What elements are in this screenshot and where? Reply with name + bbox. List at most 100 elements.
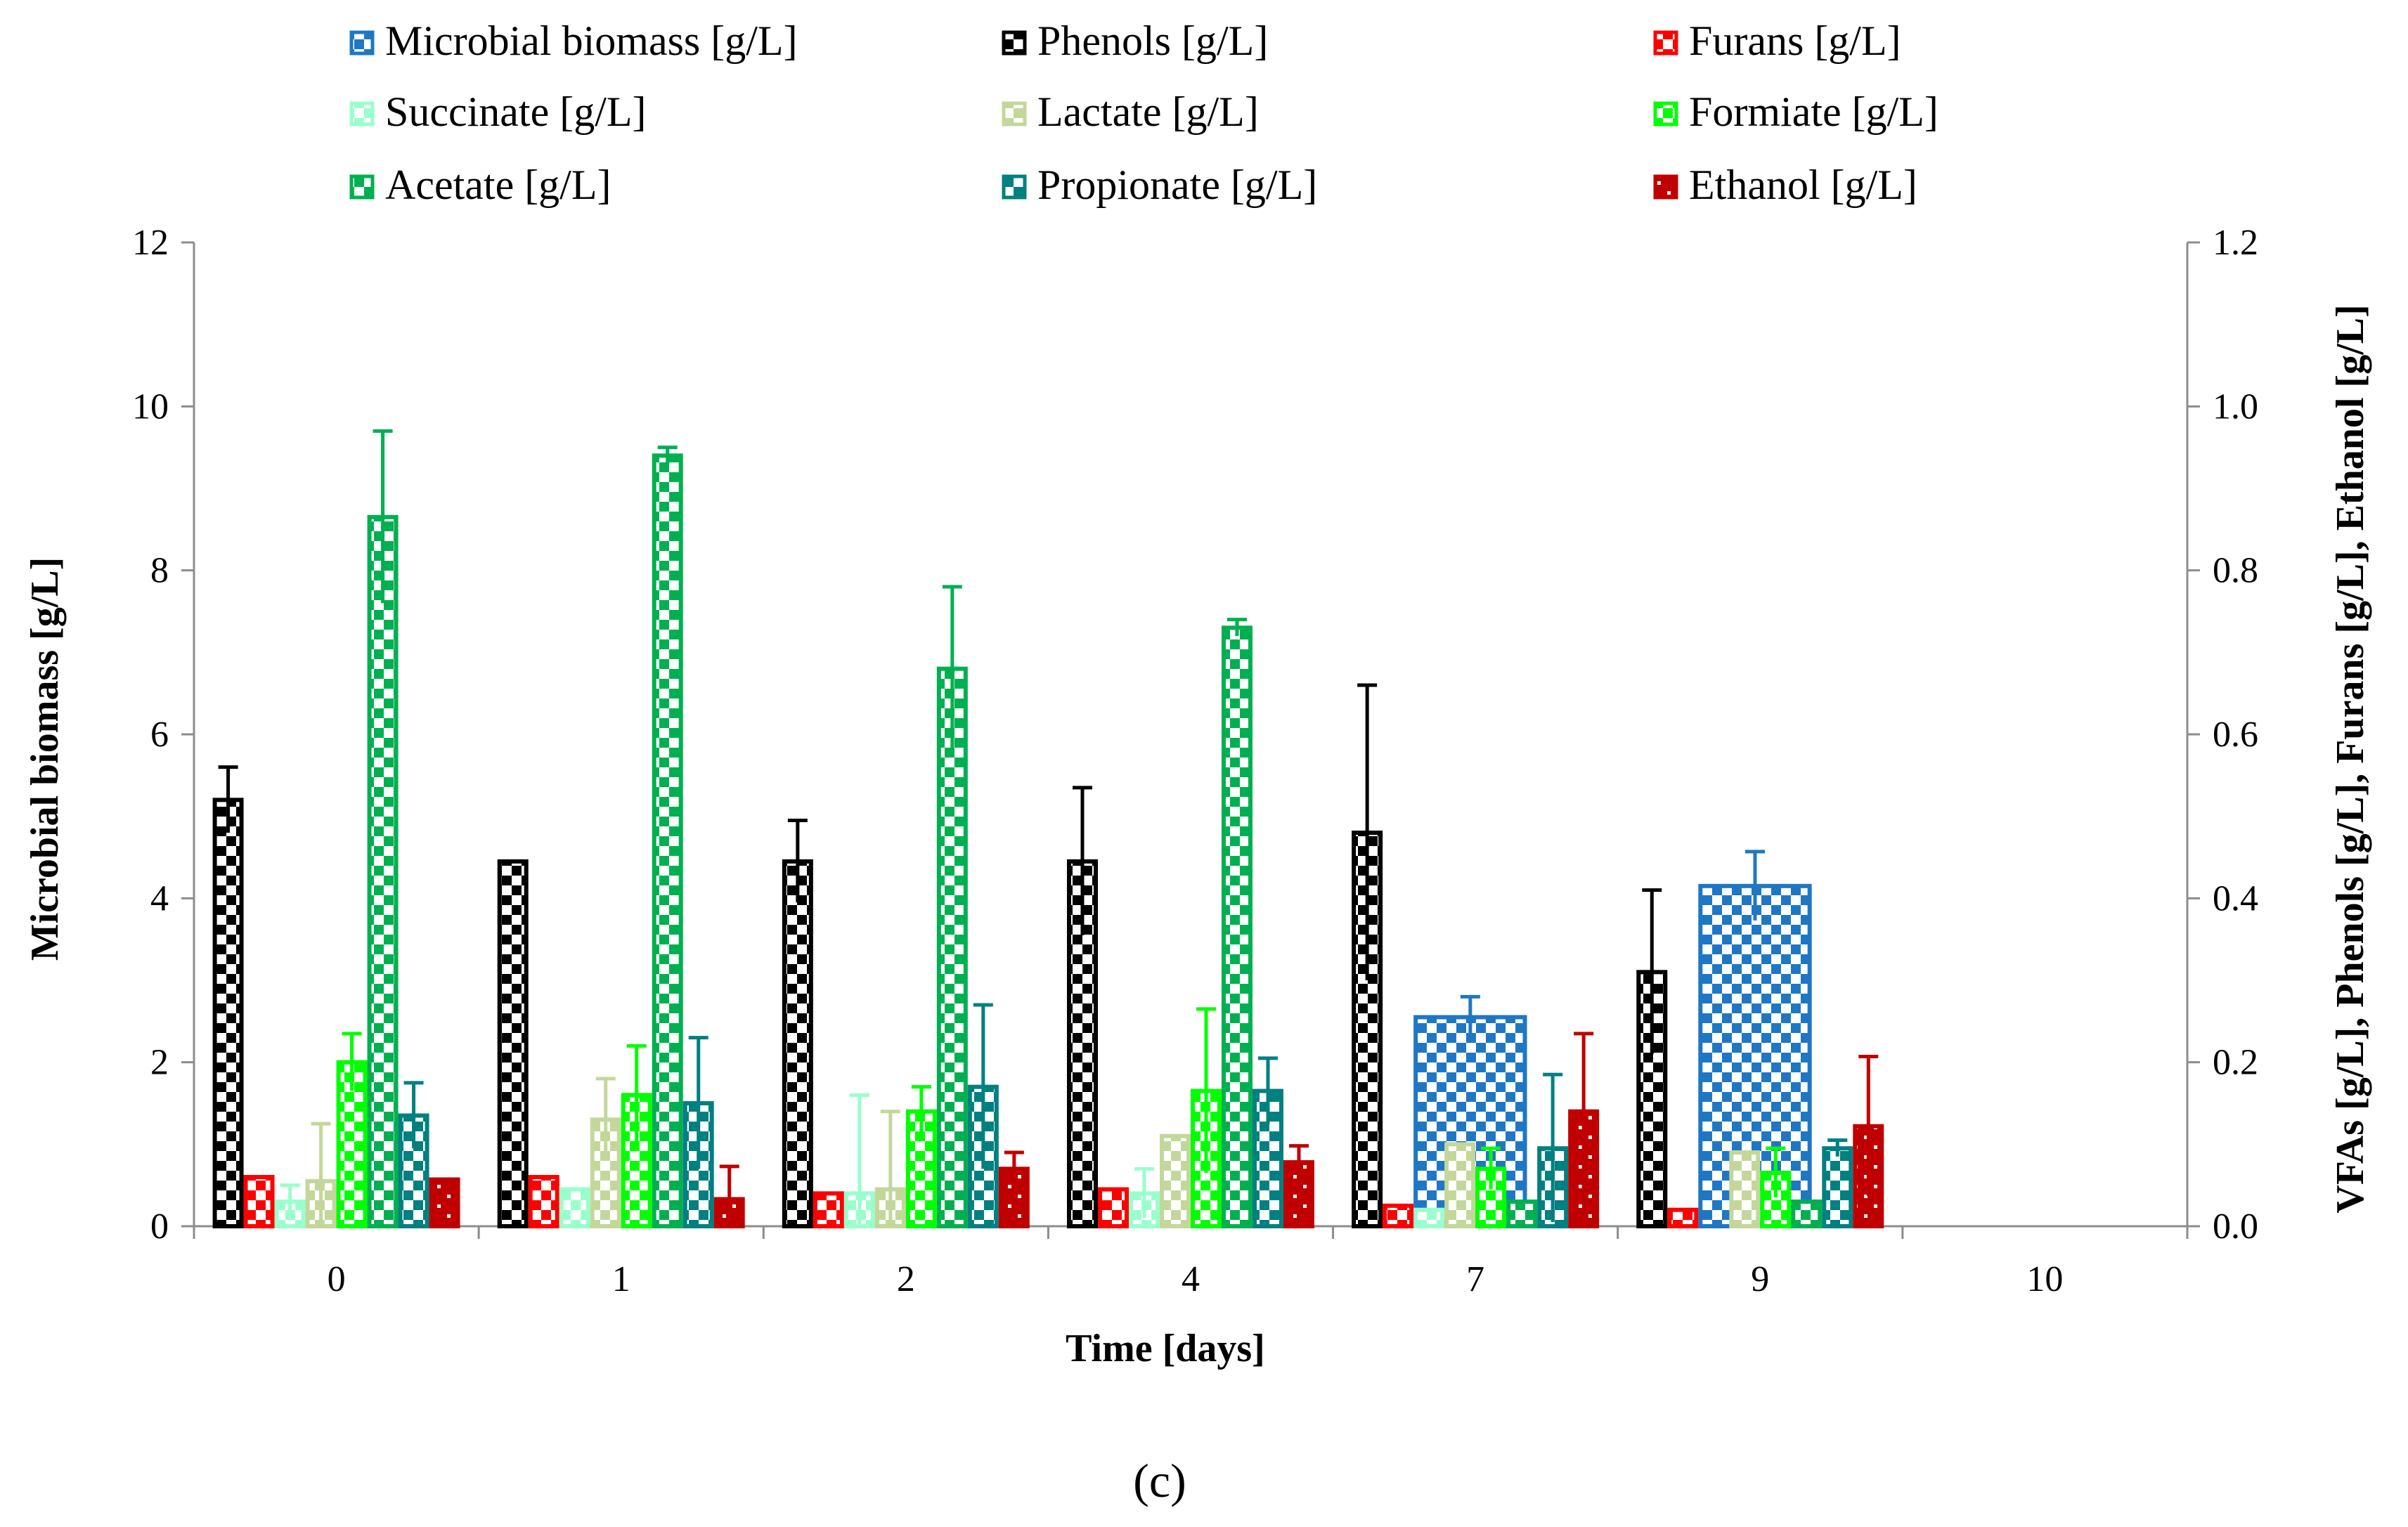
bar-formiate-2 bbox=[905, 1109, 937, 1228]
bar-acetate-2 bbox=[936, 666, 968, 1228]
error-bar-formiate-0 bbox=[342, 1032, 362, 1091]
bar-succinate-7 bbox=[1413, 1207, 1445, 1228]
bar-phenols-0 bbox=[212, 798, 244, 1229]
right-y-tick-label: 0.0 bbox=[2213, 1207, 2258, 1247]
bar-acetate-4 bbox=[1222, 625, 1252, 1228]
legend-swatch bbox=[349, 174, 375, 200]
bar-propionate-4 bbox=[1252, 1089, 1283, 1228]
x-axis-title: Time [days] bbox=[1066, 1327, 1265, 1370]
right-y-tick-label: 0.8 bbox=[2213, 551, 2258, 591]
left-y-tick-label: 0 bbox=[150, 1207, 169, 1247]
error-bar-ethanol-2 bbox=[1004, 1150, 1024, 1185]
error-bar-formiate-7 bbox=[1481, 1146, 1501, 1190]
legend-label: Formiate [g/L] bbox=[1689, 89, 1938, 135]
legend-item: Ethanol [g/L] bbox=[1653, 162, 1917, 208]
right-y-axis-title: VFAs [g/L], Phenols [g/L], Furans [g/L],… bbox=[2329, 304, 2372, 1213]
legend-item: Microbial biomass [g/L] bbox=[349, 18, 798, 64]
error-bar-ethanol-9 bbox=[1858, 1055, 1879, 1196]
legend-label: Furans [g/L] bbox=[1689, 18, 1901, 64]
legend-item: Phenols [g/L] bbox=[1002, 18, 1268, 64]
figure-caption: (c) bbox=[1133, 1454, 1186, 1507]
bar-propionate-9 bbox=[1822, 1146, 1853, 1228]
legend-swatch bbox=[1653, 30, 1678, 56]
bar-furans-1 bbox=[528, 1175, 559, 1228]
bar-lactate-7 bbox=[1444, 1142, 1476, 1229]
error-bar-lactate-2 bbox=[880, 1110, 900, 1226]
legend-label: Lactate [g/L] bbox=[1037, 89, 1259, 135]
bar-lactate-4 bbox=[1160, 1133, 1191, 1228]
chart-legend: Microbial biomass [g/L] Phenols [g/L] Fura… bbox=[349, 18, 1938, 208]
bar-acetate-7 bbox=[1506, 1200, 1538, 1228]
left-y-tick-label: 8 bbox=[150, 551, 169, 591]
error-bar-phenols-4 bbox=[1073, 786, 1092, 935]
legend-label: Phenols [g/L] bbox=[1037, 18, 1268, 64]
bar-furans-7 bbox=[1383, 1203, 1414, 1229]
bar-furans-0 bbox=[243, 1175, 275, 1228]
legend-swatch bbox=[1653, 174, 1678, 200]
legend-item: Propionate [g/L] bbox=[1002, 162, 1317, 208]
error-bar-propionate-1 bbox=[688, 1036, 708, 1169]
legend-label: Succinate [g/L] bbox=[385, 89, 647, 135]
error-bar-acetate-1 bbox=[657, 446, 678, 464]
legend-swatch bbox=[349, 30, 375, 56]
left-y-axis-title: Microbial biomass [g/L] bbox=[23, 557, 67, 961]
error-bar-phenols-9 bbox=[1642, 888, 1662, 1054]
right-y-tick-label: 0.6 bbox=[2213, 715, 2258, 755]
error-bar-acetate-0 bbox=[373, 429, 393, 604]
legend-label: Acetate [g/L] bbox=[385, 162, 611, 208]
error-bar-microbial-7 bbox=[1460, 994, 1480, 1038]
x-tick-label: 1 bbox=[612, 1259, 630, 1299]
bar-ethanol-0 bbox=[429, 1177, 460, 1228]
chart-error-bars bbox=[218, 429, 1879, 1226]
legend-label: Microbial biomass [g/L] bbox=[385, 18, 798, 64]
x-tick-label: 2 bbox=[897, 1259, 915, 1299]
error-bar-propionate-2 bbox=[973, 1003, 993, 1169]
error-bar-formiate-9 bbox=[1766, 1146, 1786, 1198]
error-bar-ethanol-4 bbox=[1289, 1144, 1309, 1179]
legend-item: Acetate [g/L] bbox=[349, 162, 611, 208]
error-bar-acetate-4 bbox=[1227, 618, 1247, 636]
error-bar-propionate-7 bbox=[1543, 1072, 1563, 1223]
bar-furans-2 bbox=[813, 1191, 844, 1229]
bar-acetate-1 bbox=[652, 453, 683, 1228]
x-tick-label: 0 bbox=[328, 1259, 346, 1299]
error-bar-ethanol-1 bbox=[719, 1164, 739, 1226]
error-bar-phenols-2 bbox=[787, 819, 808, 903]
legend-swatch bbox=[1002, 101, 1027, 126]
legend-item: Furans [g/L] bbox=[1653, 18, 1901, 64]
legend-item: Succinate [g/L] bbox=[349, 89, 647, 135]
left-y-tick-label: 4 bbox=[150, 878, 169, 918]
error-bar-acetate-2 bbox=[942, 585, 962, 751]
right-y-tick-label: 1.2 bbox=[2213, 223, 2258, 263]
error-bar-phenols-7 bbox=[1357, 683, 1378, 980]
x-tick-label: 7 bbox=[1466, 1259, 1484, 1299]
legend-label: Ethanol [g/L] bbox=[1689, 162, 1917, 208]
x-tick-label: 4 bbox=[1182, 1259, 1200, 1299]
bar-furans-4 bbox=[1098, 1187, 1129, 1228]
error-bar-formiate-4 bbox=[1196, 1007, 1216, 1174]
error-bar-succinate-4 bbox=[1134, 1167, 1154, 1219]
left-y-tick-label: 10 bbox=[132, 386, 169, 427]
legend-swatch bbox=[1002, 30, 1027, 56]
bar-furans-9 bbox=[1667, 1207, 1699, 1228]
error-bar-lactate-1 bbox=[595, 1077, 616, 1161]
error-bar-microbial-9 bbox=[1744, 850, 1765, 921]
chart-bars bbox=[212, 453, 1884, 1229]
error-bar-ethanol-7 bbox=[1574, 1032, 1594, 1190]
error-bar-propionate-4 bbox=[1258, 1056, 1278, 1124]
error-bar-phenols-0 bbox=[218, 765, 238, 833]
left-y-tick-label: 2 bbox=[150, 1043, 169, 1083]
legend-swatch bbox=[1002, 174, 1027, 200]
error-bar-succinate-2 bbox=[849, 1093, 869, 1226]
legend-swatch bbox=[349, 101, 375, 126]
legend-swatch bbox=[1653, 101, 1678, 126]
error-bar-lactate-0 bbox=[311, 1122, 331, 1226]
bar-phenols-1 bbox=[497, 859, 529, 1229]
legend-item: Lactate [g/L] bbox=[1002, 89, 1259, 135]
error-bar-propionate-9 bbox=[1827, 1138, 1848, 1157]
error-bar-propionate-0 bbox=[403, 1081, 424, 1149]
bar-phenols-2 bbox=[782, 859, 813, 1229]
error-bar-formiate-2 bbox=[911, 1085, 931, 1136]
bar-succinate-1 bbox=[559, 1187, 590, 1228]
